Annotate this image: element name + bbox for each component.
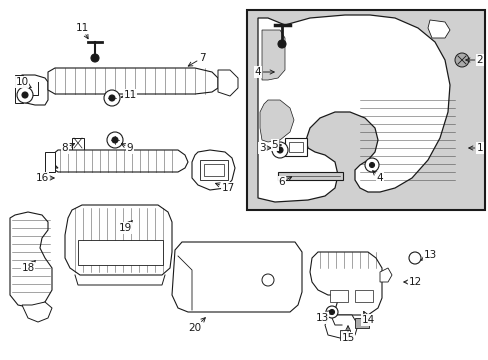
Circle shape <box>262 274 273 286</box>
Circle shape <box>22 92 28 98</box>
Circle shape <box>91 54 99 62</box>
Polygon shape <box>218 70 238 96</box>
Circle shape <box>278 40 285 48</box>
Text: 12: 12 <box>403 277 421 287</box>
Text: 10: 10 <box>16 77 31 87</box>
Polygon shape <box>18 75 48 105</box>
Circle shape <box>408 252 420 264</box>
Polygon shape <box>309 252 381 315</box>
Text: 13: 13 <box>420 250 436 260</box>
Bar <box>329 290 347 302</box>
Text: 5: 5 <box>271 140 281 150</box>
Polygon shape <box>258 15 449 202</box>
Circle shape <box>112 137 118 143</box>
Polygon shape <box>260 100 293 142</box>
Text: 16: 16 <box>35 173 54 183</box>
Circle shape <box>325 306 337 318</box>
Bar <box>246 10 484 210</box>
Text: 14: 14 <box>361 311 374 325</box>
Bar <box>354 318 368 328</box>
Text: 4: 4 <box>372 171 383 183</box>
Polygon shape <box>379 268 391 282</box>
Polygon shape <box>65 205 172 275</box>
Circle shape <box>276 147 283 153</box>
Circle shape <box>271 142 287 158</box>
Polygon shape <box>22 302 52 322</box>
Circle shape <box>454 53 468 67</box>
Circle shape <box>17 87 33 103</box>
Text: 11: 11 <box>75 23 88 39</box>
Text: 3: 3 <box>258 143 271 153</box>
Text: 9: 9 <box>121 143 133 153</box>
Text: 1: 1 <box>468 143 482 153</box>
Circle shape <box>329 310 334 315</box>
Circle shape <box>107 132 123 148</box>
Bar <box>45 152 55 172</box>
Bar <box>72 138 84 152</box>
Polygon shape <box>325 315 357 338</box>
Text: 17: 17 <box>215 183 234 193</box>
Text: 8: 8 <box>61 143 74 153</box>
Text: 19: 19 <box>118 221 132 233</box>
Text: 6: 6 <box>278 177 291 187</box>
Text: 11: 11 <box>121 90 136 100</box>
Bar <box>15 75 23 103</box>
Text: 7: 7 <box>188 53 205 66</box>
Bar <box>203 164 224 176</box>
Circle shape <box>109 95 115 101</box>
Text: 2: 2 <box>465 55 482 65</box>
Polygon shape <box>427 20 449 38</box>
Text: 4: 4 <box>254 67 274 77</box>
Bar <box>339 330 349 340</box>
Polygon shape <box>48 68 218 94</box>
Bar <box>200 160 227 180</box>
Text: 20: 20 <box>188 318 205 333</box>
Text: 13: 13 <box>315 310 331 323</box>
Polygon shape <box>52 150 187 172</box>
Bar <box>278 172 342 180</box>
Circle shape <box>104 90 120 106</box>
Bar <box>354 290 372 302</box>
Polygon shape <box>10 212 52 308</box>
Polygon shape <box>172 242 302 312</box>
Bar <box>285 138 306 156</box>
Polygon shape <box>262 30 285 80</box>
Circle shape <box>364 158 378 172</box>
Polygon shape <box>192 150 235 190</box>
Text: 18: 18 <box>21 261 35 273</box>
Circle shape <box>369 162 374 167</box>
Text: 15: 15 <box>341 326 354 343</box>
Bar <box>78 240 163 265</box>
Bar <box>288 142 303 152</box>
